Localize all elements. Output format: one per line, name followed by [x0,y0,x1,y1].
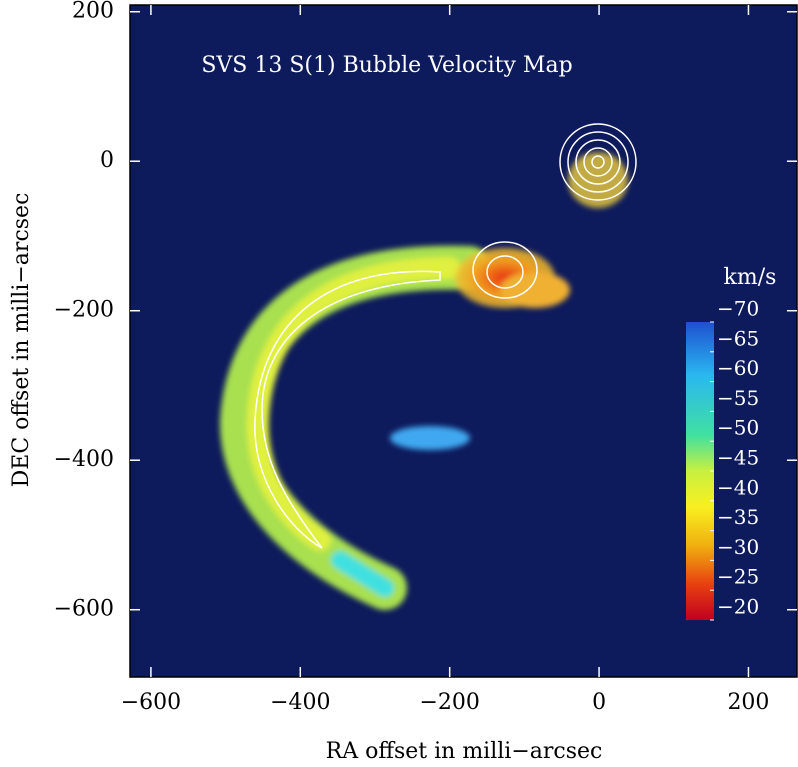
colorbar [686,322,714,620]
x-tick-label: 200 [727,690,769,715]
chart: SVS 13 S(1) Bubble Velocity Map RA offse… [0,0,798,767]
colorbar-tick-label: −45 [717,446,759,470]
colorbar-tick-label: −40 [717,475,759,499]
chart-title: SVS 13 S(1) Bubble Velocity Map [201,53,572,78]
y-axis-label: DEC offset in milli−arcsec [9,193,34,488]
colorbar-tick-label: −25 [717,565,759,589]
colorbar-label: km/s [724,265,777,290]
colorbar-tick-label: −65 [717,326,759,350]
y-tick-label: −200 [54,298,114,323]
colorbar-tick-label: −20 [717,595,759,619]
colorbar-tick-label: −60 [717,356,759,380]
x-tick-label: 0 [592,690,606,715]
y-tick-label: 0 [100,148,114,173]
colorbar-tick-label: −70 [717,297,759,321]
x-tick-label: −400 [270,690,330,715]
x-tick-label: −200 [419,690,479,715]
x-tick-label: −600 [121,690,181,715]
colorbar-tick-label: −30 [717,535,759,559]
y-tick-label: 200 [72,0,114,24]
colorbar-tick-label: −35 [717,505,759,529]
colorbar-tick-label: −55 [717,386,759,410]
x-axis-label: RA offset in milli−arcsec [326,739,603,764]
y-tick-label: −600 [54,597,114,622]
y-tick-label: −400 [54,447,114,472]
colorbar-tick-label: −50 [717,416,759,440]
